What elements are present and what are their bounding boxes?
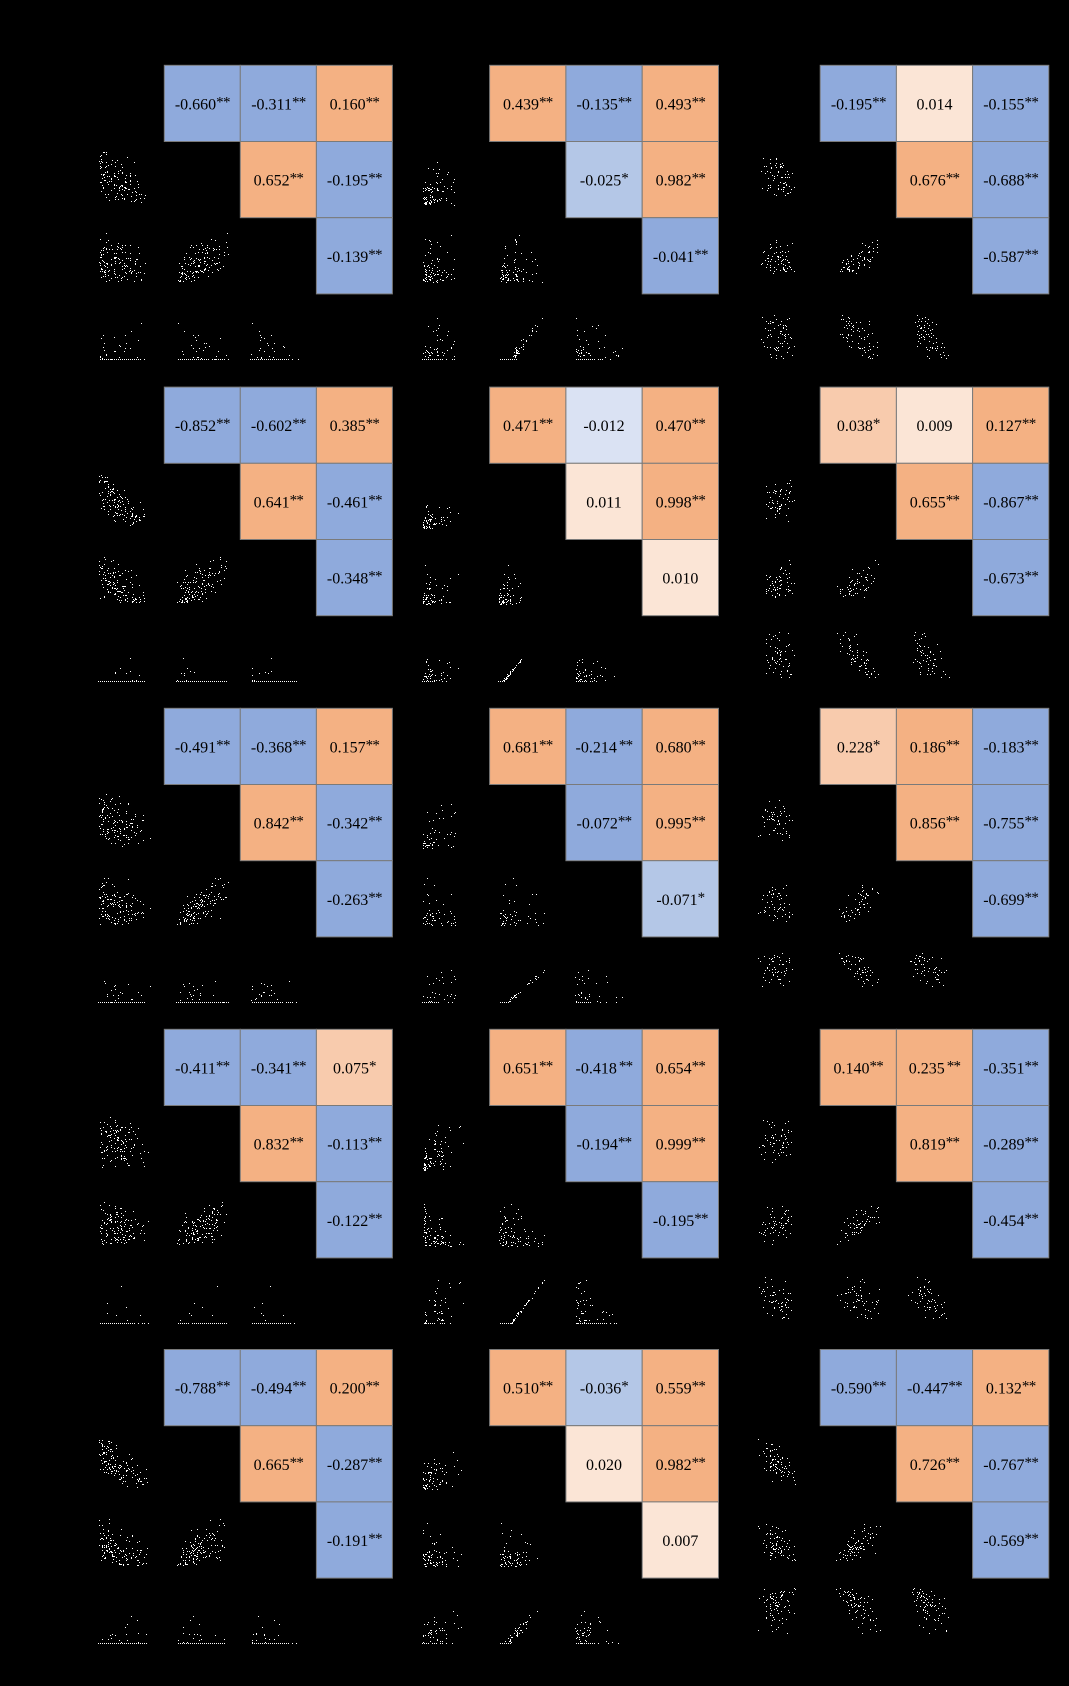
svg-text:0.470**: 0.470**: [656, 416, 706, 435]
svg-text:0.681**: 0.681**: [503, 737, 553, 756]
svg-text:-0.194**: -0.194**: [577, 1135, 632, 1154]
svg-text:-0.411**: -0.411**: [175, 1058, 230, 1077]
svg-text:-0.461**: -0.461**: [327, 492, 382, 511]
svg-text:-0.341**: -0.341**: [251, 1058, 306, 1077]
svg-text:-0.351**: -0.351**: [983, 1058, 1038, 1077]
svg-text:0.009: 0.009: [917, 418, 953, 435]
svg-text:-0.113**: -0.113**: [327, 1135, 382, 1154]
svg-text:0.010: 0.010: [662, 571, 698, 588]
svg-text:-0.195**: -0.195**: [327, 171, 382, 190]
svg-text:0.140**: 0.140**: [833, 1058, 883, 1077]
svg-text:-0.852**: -0.852**: [175, 416, 230, 435]
svg-text:-0.191**: -0.191**: [327, 1531, 382, 1550]
svg-text:0.132**: 0.132**: [986, 1379, 1036, 1398]
svg-text:0.856**: 0.856**: [910, 814, 960, 833]
svg-text:-0.569**: -0.569**: [983, 1531, 1038, 1550]
svg-text:0.160**: 0.160**: [330, 94, 380, 113]
svg-text:-0.135**: -0.135**: [577, 94, 632, 113]
svg-text:-0.139**: -0.139**: [327, 247, 382, 266]
svg-text:-0.195**: -0.195**: [653, 1211, 708, 1230]
svg-text:-0.025*: -0.025*: [580, 171, 628, 190]
svg-text:-0.012: -0.012: [583, 418, 624, 435]
svg-text:-0.418**: -0.418 **: [576, 1058, 633, 1077]
svg-text:0.385**: 0.385**: [330, 416, 380, 435]
svg-text:-0.311**: -0.311**: [251, 94, 306, 113]
svg-text:-0.688**: -0.688**: [983, 171, 1038, 190]
svg-text:0.228*: 0.228*: [837, 737, 880, 756]
svg-text:-0.348**: -0.348**: [327, 569, 382, 588]
svg-text:0.493**: 0.493**: [656, 94, 706, 113]
svg-text:-0.036*: -0.036*: [580, 1379, 628, 1398]
svg-text:0.982**: 0.982**: [656, 1455, 706, 1474]
svg-text:0.439**: 0.439**: [503, 94, 553, 113]
svg-text:0.471**: 0.471**: [503, 416, 553, 435]
svg-text:0.982**: 0.982**: [656, 171, 706, 190]
svg-text:0.995**: 0.995**: [656, 814, 706, 833]
svg-text:0.014: 0.014: [917, 96, 953, 113]
svg-text:-0.072**: -0.072**: [577, 814, 632, 833]
svg-text:0.842**: 0.842**: [254, 814, 304, 833]
svg-text:-0.755**: -0.755**: [983, 814, 1038, 833]
svg-text:0.999**: 0.999**: [656, 1135, 706, 1154]
svg-text:0.127**: 0.127**: [986, 416, 1036, 435]
svg-text:0.680**: 0.680**: [656, 737, 706, 756]
svg-text:-0.342**: -0.342**: [327, 814, 382, 833]
svg-text:-0.263**: -0.263**: [327, 890, 382, 909]
svg-text:0.832**: 0.832**: [254, 1135, 304, 1154]
svg-text:-0.590**: -0.590**: [831, 1379, 886, 1398]
svg-text:0.665**: 0.665**: [254, 1455, 304, 1474]
svg-text:0.235**: 0.235 **: [909, 1058, 961, 1077]
svg-text:0.510**: 0.510**: [503, 1379, 553, 1398]
svg-text:-0.183**: -0.183**: [983, 737, 1038, 756]
svg-text:-0.155**: -0.155**: [983, 94, 1038, 113]
svg-text:-0.071*: -0.071*: [656, 890, 704, 909]
svg-text:-0.368**: -0.368**: [251, 737, 306, 756]
svg-text:-0.122**: -0.122**: [327, 1211, 382, 1230]
svg-text:0.038*: 0.038*: [837, 416, 880, 435]
svg-text:0.157**: 0.157**: [330, 737, 380, 756]
svg-text:0.676**: 0.676**: [910, 171, 960, 190]
svg-text:-0.587**: -0.587**: [983, 247, 1038, 266]
svg-text:-0.447**: -0.447**: [907, 1379, 962, 1398]
svg-text:-0.287**: -0.287**: [327, 1455, 382, 1474]
svg-text:0.186**: 0.186**: [910, 737, 960, 756]
svg-text:0.655**: 0.655**: [910, 492, 960, 511]
svg-text:-0.699**: -0.699**: [983, 890, 1038, 909]
svg-text:-0.289**: -0.289**: [983, 1135, 1038, 1154]
svg-text:-0.673**: -0.673**: [983, 569, 1038, 588]
svg-text:-0.454**: -0.454**: [983, 1211, 1038, 1230]
svg-text:0.641**: 0.641**: [254, 492, 304, 511]
svg-text:0.654**: 0.654**: [656, 1058, 706, 1077]
svg-text:0.559**: 0.559**: [656, 1379, 706, 1398]
svg-text:-0.660**: -0.660**: [175, 94, 230, 113]
svg-text:0.007: 0.007: [662, 1533, 698, 1550]
svg-text:-0.767**: -0.767**: [983, 1455, 1038, 1474]
svg-text:0.726**: 0.726**: [910, 1455, 960, 1474]
svg-text:-0.214**: -0.214 **: [576, 737, 633, 756]
svg-text:-0.195**: -0.195**: [831, 94, 886, 113]
svg-text:0.011: 0.011: [586, 494, 621, 511]
svg-text:-0.788**: -0.788**: [175, 1379, 230, 1398]
svg-text:0.075*: 0.075*: [333, 1058, 376, 1077]
svg-text:0.200**: 0.200**: [330, 1379, 380, 1398]
svg-text:-0.491**: -0.491**: [175, 737, 230, 756]
svg-text:-0.041**: -0.041**: [653, 247, 708, 266]
svg-text:0.819**: 0.819**: [910, 1135, 960, 1154]
svg-text:-0.494**: -0.494**: [251, 1379, 306, 1398]
svg-text:0.998**: 0.998**: [656, 492, 706, 511]
svg-text:-0.867**: -0.867**: [983, 492, 1038, 511]
svg-text:0.020: 0.020: [586, 1457, 622, 1474]
svg-text:0.652**: 0.652**: [254, 171, 304, 190]
svg-text:-0.602**: -0.602**: [251, 416, 306, 435]
svg-text:0.651**: 0.651**: [503, 1058, 553, 1077]
